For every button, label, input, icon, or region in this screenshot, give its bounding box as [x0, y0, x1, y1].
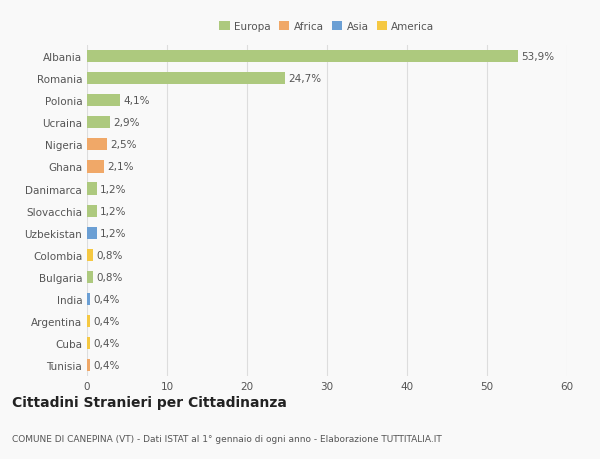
Text: COMUNE DI CANEPINA (VT) - Dati ISTAT al 1° gennaio di ogni anno - Elaborazione T: COMUNE DI CANEPINA (VT) - Dati ISTAT al … [12, 434, 442, 442]
Bar [87, 249, 94, 261]
Text: 0,8%: 0,8% [97, 272, 123, 282]
Text: Cittadini Stranieri per Cittadinanza: Cittadini Stranieri per Cittadinanza [12, 395, 287, 409]
Bar [87, 161, 104, 173]
Legend: Europa, Africa, Asia, America: Europa, Africa, Asia, America [217, 20, 437, 34]
Text: 0,4%: 0,4% [94, 294, 120, 304]
Bar [87, 73, 284, 85]
Bar [87, 293, 90, 305]
Text: 0,4%: 0,4% [94, 360, 120, 370]
Bar [87, 51, 518, 63]
Bar [87, 359, 90, 371]
Bar [87, 205, 97, 217]
Text: 0,4%: 0,4% [94, 338, 120, 348]
Text: 4,1%: 4,1% [123, 96, 149, 106]
Bar [87, 183, 97, 195]
Bar [87, 117, 110, 129]
Text: 2,9%: 2,9% [113, 118, 140, 128]
Bar [87, 271, 94, 283]
Text: 0,8%: 0,8% [97, 250, 123, 260]
Text: 24,7%: 24,7% [288, 74, 321, 84]
Bar [87, 337, 90, 349]
Bar [87, 227, 97, 239]
Text: 53,9%: 53,9% [521, 52, 554, 62]
Bar [87, 95, 120, 107]
Text: 2,5%: 2,5% [110, 140, 137, 150]
Text: 0,4%: 0,4% [94, 316, 120, 326]
Text: 1,2%: 1,2% [100, 228, 127, 238]
Bar [87, 315, 90, 327]
Text: 2,1%: 2,1% [107, 162, 133, 172]
Bar [87, 139, 107, 151]
Text: 1,2%: 1,2% [100, 184, 127, 194]
Text: 1,2%: 1,2% [100, 206, 127, 216]
